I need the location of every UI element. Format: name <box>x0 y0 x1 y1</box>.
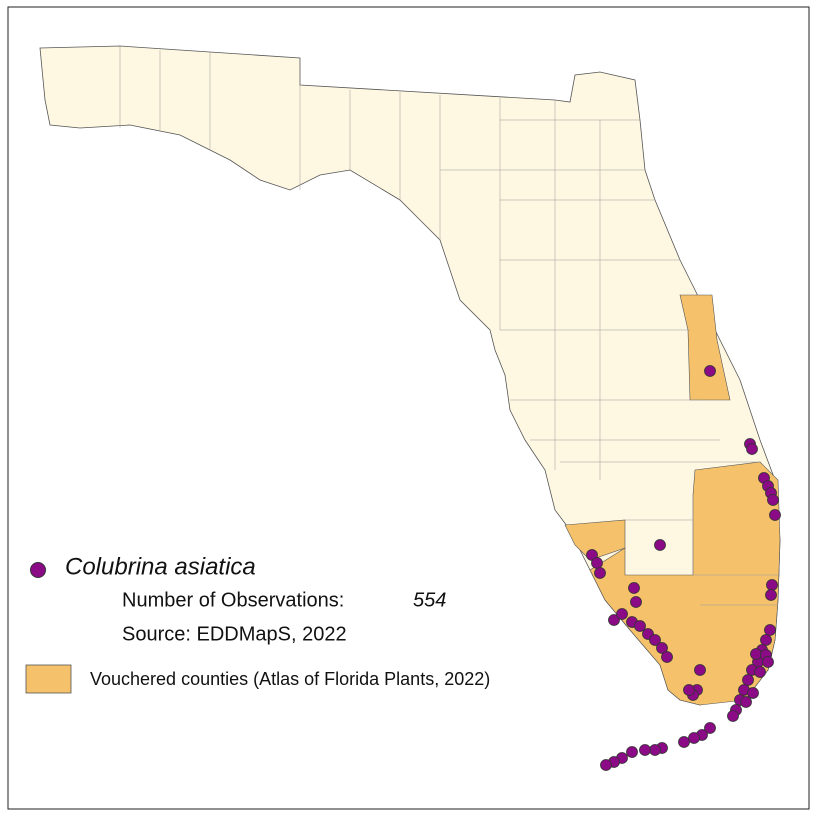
county-line <box>119 46 780 606</box>
observation-point <box>769 509 781 521</box>
observation-point <box>747 687 759 699</box>
observation-point <box>694 664 706 676</box>
observation-point <box>765 589 777 601</box>
observation-point <box>600 759 612 771</box>
observation-point <box>704 365 716 377</box>
observation-point <box>608 614 620 626</box>
observation-point <box>727 710 739 722</box>
observation-point <box>760 634 772 646</box>
observation-point <box>704 722 716 734</box>
species-name: Colubrina asiatica <box>65 553 256 580</box>
observation-point <box>746 443 758 455</box>
observation-point <box>628 582 640 594</box>
vouchered-county <box>564 519 626 561</box>
observation-point <box>740 696 752 708</box>
observation-point <box>639 744 651 756</box>
observation-point <box>634 620 646 632</box>
county-lines <box>119 46 780 606</box>
observation-point <box>754 666 766 678</box>
observation-point <box>766 579 778 591</box>
observation-point <box>649 744 661 756</box>
observation-point <box>649 634 661 646</box>
observation-point <box>661 651 673 663</box>
observation-point <box>616 608 628 620</box>
vouchered-label: Vouchered counties (Atlas of Florida Pla… <box>90 669 490 689</box>
observation-point <box>591 557 603 569</box>
observation-point <box>750 648 762 660</box>
observation-point <box>594 567 606 579</box>
source: Source: EDDMapS, 2022 <box>122 623 347 645</box>
observation-point <box>683 684 695 696</box>
observation-point <box>762 656 774 668</box>
legend-swatch <box>25 664 72 694</box>
observation-point <box>688 732 700 744</box>
observation-point <box>678 736 690 748</box>
observation-point <box>767 494 779 506</box>
observation-point <box>654 539 666 551</box>
observation-point <box>630 596 642 608</box>
observations-label: Number of Observations: <box>122 589 344 611</box>
observation-point <box>742 674 754 686</box>
observation-point <box>626 746 638 758</box>
vouchered-counties <box>564 294 781 706</box>
observation-points <box>586 365 781 771</box>
observations-count: 554 <box>413 589 446 611</box>
legend-point <box>30 562 46 578</box>
vouchered-county <box>589 461 781 706</box>
observation-point <box>656 642 668 654</box>
observation-point <box>764 624 776 636</box>
